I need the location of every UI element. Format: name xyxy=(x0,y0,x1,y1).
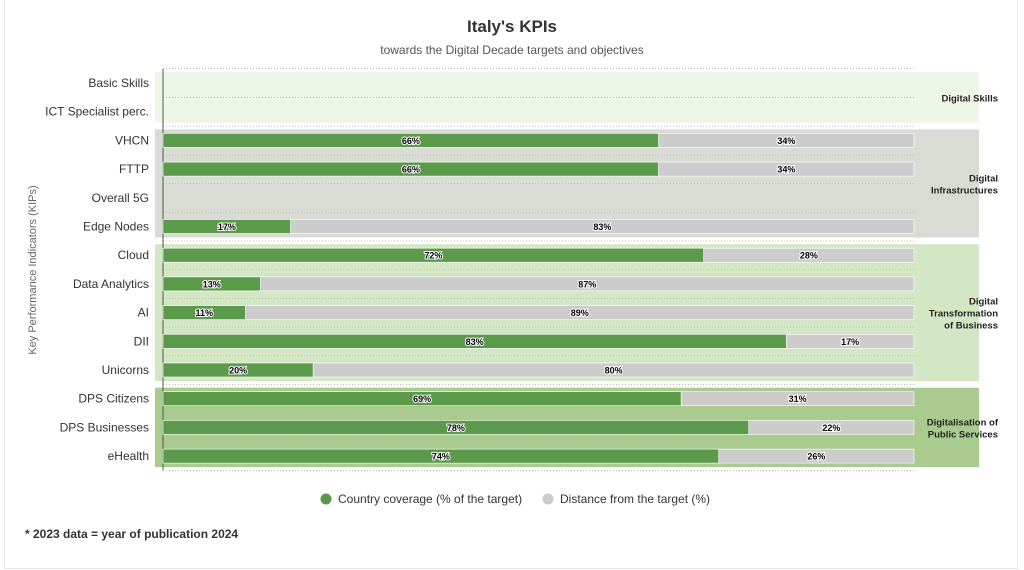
group-label: Digitalisation of xyxy=(927,417,999,428)
legend-label-distance: Distance from the target (%) xyxy=(560,492,710,506)
category-label: FTTP xyxy=(119,162,149,176)
category-label: Cloud xyxy=(118,248,149,262)
data-label: 11% xyxy=(196,308,214,318)
legend-swatch-distance xyxy=(542,493,554,505)
category-label: Edge Nodes xyxy=(83,220,149,234)
bar-distance xyxy=(658,133,915,148)
data-label: 17% xyxy=(218,222,236,232)
group-label: of Business xyxy=(944,321,998,332)
data-label: 74% xyxy=(432,452,450,462)
bar-distance xyxy=(245,305,915,320)
group-label: Infrastructures xyxy=(931,185,998,196)
group-label: Digital xyxy=(969,297,998,308)
legend-label-coverage: Country coverage (% of the target) xyxy=(338,492,522,506)
bar-distance xyxy=(718,448,915,464)
bar-distance xyxy=(260,276,915,292)
chart-frame xyxy=(4,0,1018,569)
group-label: Transformation xyxy=(929,309,998,320)
category-label: AI xyxy=(138,306,149,320)
data-label: 34% xyxy=(777,165,795,175)
group-label: Digital xyxy=(969,173,998,184)
bar-distance xyxy=(290,219,915,234)
data-label: 78% xyxy=(447,423,465,433)
data-label: 69% xyxy=(413,394,431,404)
category-label: DII xyxy=(134,334,149,348)
group-label: Public Services xyxy=(928,429,998,440)
kpi-bar-chart: Digital SkillsDigitalInfrastructuresDigi… xyxy=(27,68,999,506)
data-label: 89% xyxy=(571,308,589,318)
data-label: 72% xyxy=(424,251,442,261)
bar-distance xyxy=(680,391,915,407)
bar-distance xyxy=(786,333,915,349)
category-label: Overall 5G xyxy=(92,191,149,205)
bar-distance xyxy=(703,247,915,263)
category-label: DPS Businesses xyxy=(60,420,149,434)
data-label: 17% xyxy=(841,337,859,347)
data-label: 28% xyxy=(800,251,818,261)
data-label: 13% xyxy=(203,279,221,289)
data-label: 87% xyxy=(578,279,596,289)
category-label: VHCN xyxy=(115,133,149,147)
data-label: 66% xyxy=(402,136,420,146)
data-label: 80% xyxy=(605,366,623,376)
legend-swatch-coverage xyxy=(320,493,332,505)
bar-distance xyxy=(748,420,915,435)
data-label: 83% xyxy=(466,337,484,347)
category-label: eHealth xyxy=(108,449,149,463)
bar-distance xyxy=(312,362,915,378)
category-label: Unicorns xyxy=(102,363,149,377)
group-label: Digital Skills xyxy=(942,93,999,104)
data-label: 34% xyxy=(777,136,795,146)
data-label: 31% xyxy=(789,394,807,404)
data-label: 26% xyxy=(807,452,825,462)
data-label: 66% xyxy=(402,165,420,175)
category-label: DPS Citizens xyxy=(78,392,149,406)
data-label: 20% xyxy=(229,366,247,376)
bar-distance xyxy=(658,161,915,177)
data-label: 83% xyxy=(593,222,611,232)
category-label: ICT Specialist perc. xyxy=(45,105,149,119)
chart-title: Italy's KPIs xyxy=(466,17,558,36)
data-label: 22% xyxy=(822,423,840,433)
category-label: Basic Skills xyxy=(88,76,149,90)
group-band xyxy=(155,72,979,123)
chart-subtitle: towards the Digital Decade targets and o… xyxy=(380,43,644,57)
y-axis-title: Key Performance Indicators (KIPs) xyxy=(27,185,39,354)
category-label: Data Analytics xyxy=(73,277,149,291)
footnote: * 2023 data = year of publication 2024 xyxy=(25,527,239,541)
